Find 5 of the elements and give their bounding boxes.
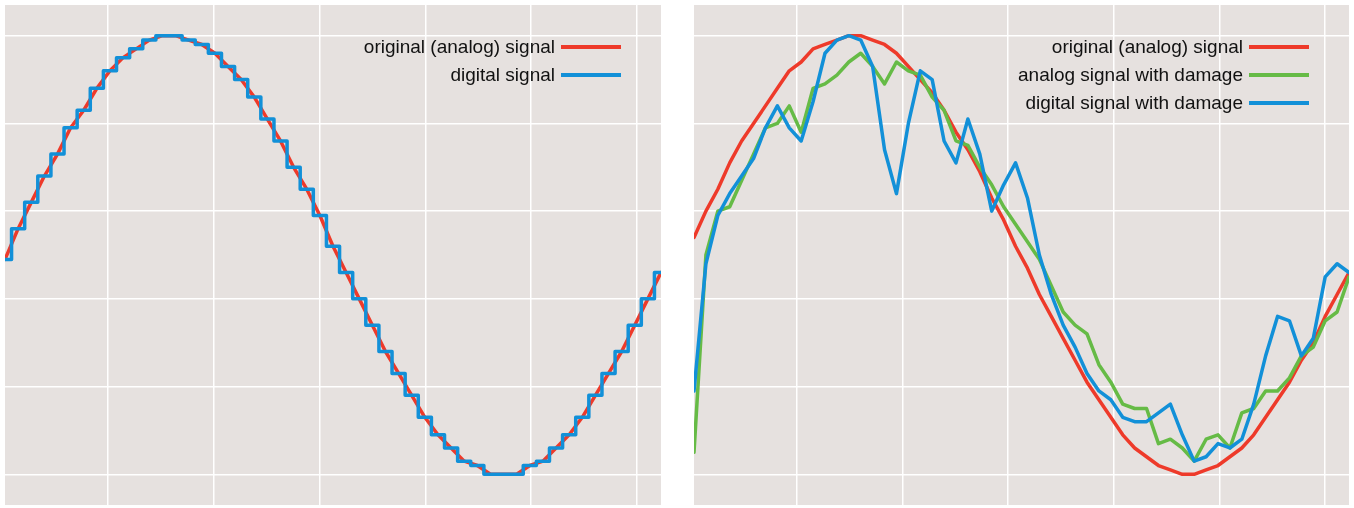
legend-label: digital signal with damage xyxy=(1025,91,1243,114)
legend-label: digital signal xyxy=(450,63,555,86)
legend-label: original (analog) signal xyxy=(363,35,555,58)
legend-label: analog signal with damage xyxy=(1018,63,1243,86)
legend-label: original (analog) signal xyxy=(1051,35,1243,58)
